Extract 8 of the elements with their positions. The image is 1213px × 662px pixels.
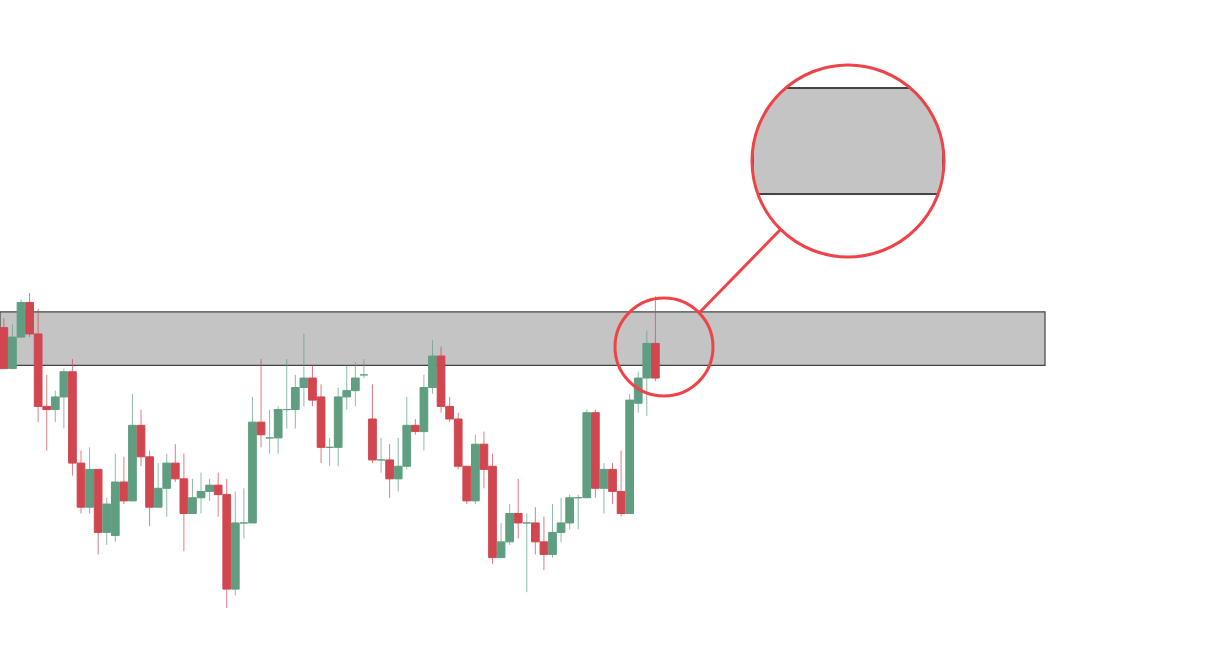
candlestick: [376, 437, 386, 474]
candlestick: [513, 478, 523, 540]
candlestick: [256, 358, 266, 448]
candlestick: [359, 358, 369, 379]
candlestick: [119, 456, 129, 505]
candlestick: [599, 462, 609, 514]
candlestick: [522, 513, 532, 593]
candlestick: [385, 443, 394, 499]
